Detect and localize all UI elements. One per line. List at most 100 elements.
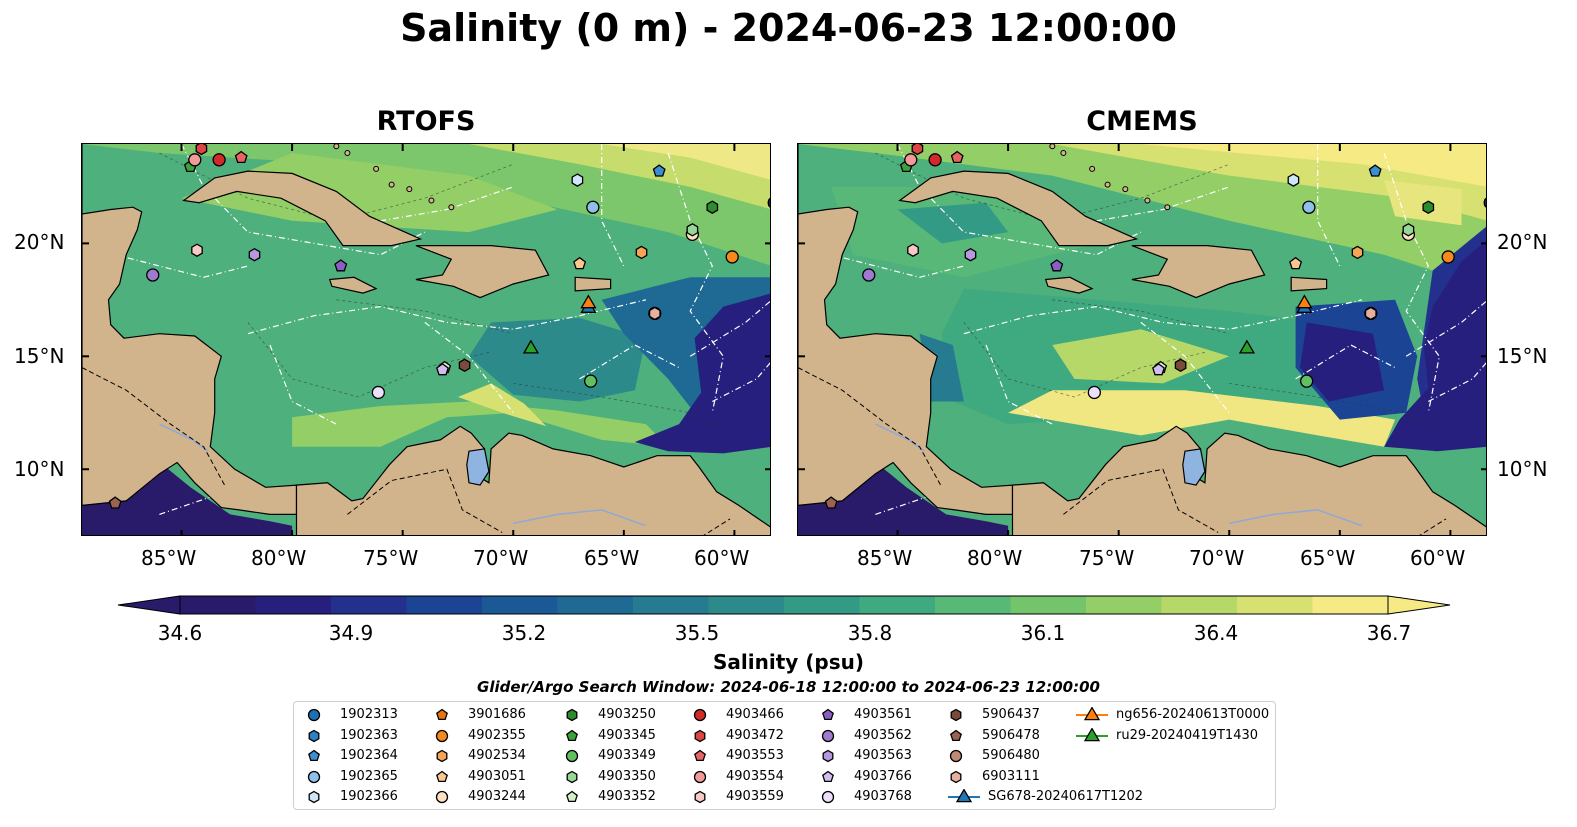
legend-pentagon-marker — [822, 770, 834, 782]
bahamas-island — [1104, 181, 1111, 188]
legend-label: 4903250 — [598, 707, 656, 722]
salinity-region — [601, 144, 770, 180]
legend-label: 1902364 — [340, 748, 398, 763]
float-marker-4903561 — [334, 259, 348, 272]
legend-label: 4903768 — [854, 789, 912, 804]
land-cuba — [898, 170, 1139, 247]
river — [1229, 509, 1363, 527]
legend-hexagon-marker — [694, 729, 706, 742]
bathymetry-contour — [247, 322, 492, 398]
float-marker-4903250 — [706, 200, 719, 214]
eez-boundary — [1140, 321, 1230, 414]
colorbar-tick-label: 34.9 — [328, 621, 374, 645]
float-marker-4903768 — [1087, 385, 1101, 400]
legend-label: 4903350 — [598, 768, 656, 784]
bathymetry-contour — [1229, 383, 1451, 436]
bahamas-island — [344, 150, 351, 157]
salinity-region — [469, 317, 646, 402]
legend-marker — [308, 749, 320, 762]
colorbar-min-extend — [117, 595, 181, 615]
legend-label: 5906437 — [982, 707, 1040, 722]
lon-tick-80w-right: 80°W — [967, 546, 1023, 570]
legend-marker — [1076, 727, 1108, 741]
legend-marker — [694, 790, 706, 804]
legend-pentagon-marker — [436, 708, 448, 721]
float-marker-4903350 — [1402, 223, 1415, 237]
float-marker-1902365 — [586, 200, 600, 214]
salinity-region — [292, 401, 669, 447]
colorbar-tick-label: 36.7 — [1366, 621, 1412, 645]
colorbar-label: Salinity (psu) — [712, 650, 864, 674]
lon-tick-85w-right: 85°W — [857, 546, 913, 570]
lake-maracaibo — [1182, 448, 1206, 486]
float-marker-4902534 — [635, 245, 648, 260]
float-marker-4903250 — [1422, 200, 1435, 214]
lat-tick-10n-left: 10°N — [14, 457, 65, 481]
atlantic-low-salinity — [634, 293, 770, 454]
legend-label: 4903559 — [726, 789, 784, 804]
lon-tick-75w-right: 75°W — [1079, 546, 1135, 570]
legend-pentagon-marker — [822, 708, 834, 721]
legend-hexagon-marker — [566, 708, 578, 722]
legend-hexagon-marker — [950, 708, 962, 722]
legend-hexagon-marker — [822, 749, 834, 763]
float-marker-ng656-20240613T0000 — [1296, 294, 1313, 309]
float-marker-4903472 — [195, 144, 208, 156]
bahamas-island — [428, 197, 435, 204]
float-marker-4903559 — [907, 243, 919, 257]
salinity-region — [1300, 322, 1385, 402]
lat-tick-20n-right: 20°N — [1497, 230, 1548, 254]
float-marker-6903111 — [1364, 306, 1377, 321]
legend-triangle-marker — [955, 789, 973, 803]
cmems-map — [798, 144, 1486, 535]
float-marker-4903766 — [436, 363, 449, 376]
float-marker-4903466 — [212, 153, 226, 167]
country-border — [1419, 518, 1447, 535]
salinity-region — [1008, 390, 1396, 447]
float-marker-4903349 — [1300, 374, 1314, 388]
legend-marker — [436, 770, 448, 782]
float-marker-6903111 — [648, 306, 661, 321]
legend-label: 4903345 — [598, 727, 656, 743]
legend-triangle-marker — [1083, 707, 1101, 721]
float-marker-1902366 — [1287, 173, 1300, 187]
country-border — [1063, 468, 1219, 533]
bahamas-island — [1144, 197, 1151, 204]
lon-tick-75w-left: 75°W — [363, 546, 419, 570]
legend-circle-marker — [821, 790, 835, 804]
legend-circle-marker — [307, 770, 321, 783]
colorbar-segment — [255, 596, 332, 614]
country-border — [347, 468, 503, 533]
bahamas-island — [406, 186, 413, 193]
float-marker-4902355 — [1441, 250, 1455, 264]
float-marker-4903554 — [188, 153, 202, 167]
float-marker-5906478 — [108, 496, 122, 509]
lon-tick-60w-left: 60°W — [694, 546, 750, 570]
legend-hexagon-marker — [308, 729, 320, 742]
legend-marker — [950, 770, 962, 783]
colorbar-segment — [708, 596, 785, 614]
float-marker-4902355 — [725, 250, 739, 264]
legend-pentagon-marker — [694, 749, 706, 762]
legend-label: 4903553 — [726, 748, 784, 763]
legend-label: 4903562 — [854, 727, 912, 743]
land-jamaica — [1044, 276, 1094, 294]
float-marker-4903553 — [950, 150, 964, 164]
float-marker-4903051 — [1289, 256, 1303, 270]
salinity-colorbar — [117, 595, 1451, 615]
legend-pentagon-marker — [436, 770, 448, 782]
eez-boundary — [667, 152, 724, 413]
lon-tick-65w-right: 65°W — [1300, 546, 1356, 570]
legend-marker — [948, 789, 980, 803]
legend-hexagon-marker — [436, 749, 448, 763]
legend-marker — [307, 770, 321, 783]
legend-marker — [566, 708, 578, 722]
cmems-map-panel — [797, 143, 1487, 536]
legend-label: 4902534 — [468, 748, 526, 763]
legend-circle-marker — [693, 770, 707, 783]
legend-triangle-marker — [1083, 727, 1101, 741]
eez-boundary — [831, 254, 965, 278]
legend-pentagon-marker — [308, 749, 320, 762]
legend-marker — [1076, 707, 1108, 721]
legend-label: ng656-20240613T0000 — [1116, 707, 1270, 722]
